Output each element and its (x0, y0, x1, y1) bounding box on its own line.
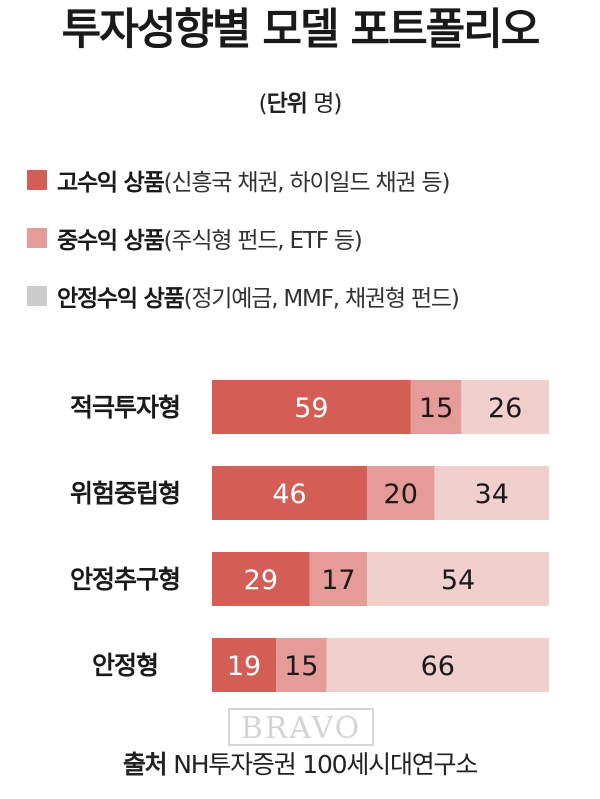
unit-note: (단위 명) (0, 84, 600, 118)
legend-item-stable: 안정수익 상품 (정기예금, MMF, 채권형 펀드) (27, 276, 460, 316)
bar-stable-3 (367, 552, 549, 606)
bar-stable-2 (434, 466, 549, 520)
legend-detail-stable: (정기예금, MMF, 채권형 펀드) (183, 286, 460, 312)
bar-stable-4 (326, 638, 549, 692)
data-label-high-1: 59 (294, 393, 328, 424)
data-label-mid-4: 15 (284, 651, 318, 682)
legend-swatch-mid (27, 228, 47, 248)
page-title: 투자성향별 모델 포트폴리오 (61, 5, 541, 55)
data-label-stable-2: 34 (475, 479, 509, 510)
legend-label-mid: 중수익 상품 (57, 228, 165, 254)
category-label-4: 안정형 (92, 651, 158, 680)
legend: 고수익 상품 (신흥국 채권, 하이일드 채권 등) 중수익 상품 (주식형 펀드,… (27, 160, 460, 334)
data-label-high-2: 46 (272, 479, 306, 510)
bar-stable-1 (461, 380, 549, 434)
legend-swatch-stable (27, 286, 47, 306)
bar-mid-2 (367, 466, 435, 520)
category-label-3: 안정추구형 (70, 565, 180, 594)
bar-high-4 (212, 638, 277, 692)
unit-value: 명 (313, 91, 334, 117)
bar-mid-3 (309, 552, 368, 606)
data-label-mid-1: 15 (419, 393, 453, 424)
category-label-2: 위험중립형 (70, 479, 180, 508)
bar-high-3 (212, 552, 310, 606)
data-label-stable-4: 66 (421, 651, 455, 682)
unit-open: ( (258, 91, 268, 117)
data-label-stable-1: 26 (488, 393, 522, 424)
unit-label: 단위 (266, 91, 308, 117)
data-label-mid-2: 20 (384, 479, 418, 510)
source-label: 출처 (122, 750, 168, 779)
data-label-high-3: 29 (244, 565, 278, 596)
legend-label-stable: 안정수익 상품 (57, 286, 185, 312)
bar-mid-1 (410, 380, 462, 434)
data-label-mid-3: 17 (321, 565, 355, 596)
legend-detail-high: (신흥국 채권, 하이일드 채권 등) (163, 170, 451, 196)
unit-close: ) (333, 91, 342, 117)
legend-item-high: 고수익 상품 (신흥국 채권, 하이일드 채권 등) (27, 160, 459, 200)
source-note: 출처 NH투자증권 100세시대연구소 (0, 745, 600, 781)
category-label-1: 적극투자형 (70, 393, 180, 422)
bar-high-1 (212, 380, 411, 434)
legend-swatch-high (27, 170, 47, 190)
stacked-bar-chart: 적극투자형 59 15 26 위험중립형 46 20 34 안정추구형 29 17 54 안정형 19 15… (70, 380, 549, 692)
data-label-stable-3: 54 (441, 565, 475, 596)
data-label-high-4: 19 (227, 651, 261, 682)
legend-detail-mid: (주식형 펀드, ETF 등) (163, 228, 363, 254)
bar-high-2 (212, 466, 368, 520)
bar-mid-4 (276, 638, 327, 692)
legend-item-mid: 중수익 상품 (주식형 펀드, ETF 등) (27, 218, 459, 258)
source-text: NH투자증권 100세시대연구소 (173, 750, 478, 779)
legend-label-high: 고수익 상품 (57, 170, 165, 196)
watermark-logo: BRAVO (228, 708, 374, 746)
